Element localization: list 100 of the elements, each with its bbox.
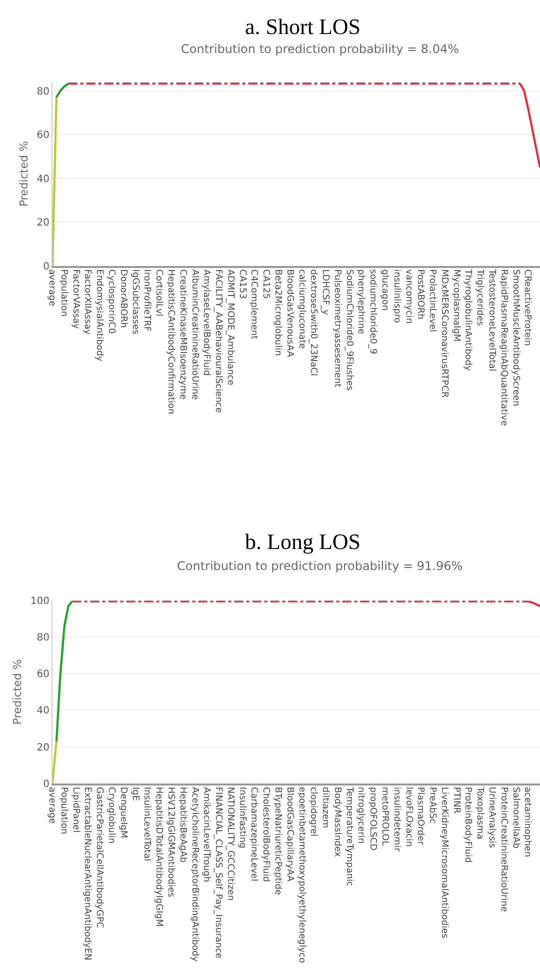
x-tick-label: CortisolLvl (154, 269, 164, 316)
chart-title: a. Short LOS (245, 14, 360, 39)
x-tick-label: LiverKidneyMicrosomalAntibodies (438, 786, 449, 939)
x-tick-label: TestosteroneLevelTotal (486, 268, 497, 372)
x-tick-label: ExtractableNuclearAntigenAntibodyEN (82, 786, 92, 960)
y-tick-label: 80 (36, 632, 50, 644)
x-tick-label: TemperatureTympanic (344, 786, 354, 887)
x-tick-label: HSV12IgGIGMAntibodies (165, 786, 176, 898)
y-tick-label: 20 (36, 218, 50, 229)
x-tick-label: Toxoplasma (474, 786, 485, 840)
x-tick-label: DonorABORh (118, 269, 128, 328)
x-tick-label: MDxMERSCoronavirusRTPCR (438, 269, 449, 398)
x-tick-label: CarbamazepineLevel (248, 786, 259, 882)
x-tick-label: glucagon (379, 269, 390, 311)
x-tick-label: UrineAnalysis (486, 786, 497, 848)
x-tick-label: CA125 (260, 269, 271, 299)
x-tick-label: epoetinbetamethoxypolyethyleneglyco (296, 786, 306, 964)
x-tick-label: AcetylcholineReceptorBindingAntibody (189, 786, 200, 962)
x-tick-label: Cryoglobulin (106, 786, 116, 844)
chart-title: b. Long LOS (245, 529, 360, 554)
x-tick-label: CholesterolBodyFluid (260, 786, 271, 882)
x-tick-label: sodiumchloride0_9 (368, 269, 378, 355)
y-tick-label: 0 (43, 778, 50, 790)
y-tick-label: 60 (36, 130, 50, 142)
x-tick-label: ProlactinLevel (427, 269, 438, 332)
x-tick-label: nitroglycerin (356, 786, 366, 844)
chart-subtitle: Contribution to prediction probability = 91.96% (177, 559, 463, 573)
x-tick-label: CyclosporinC0 (106, 269, 116, 334)
x-tick-label: HepatitisCAntibodyConfirmation (165, 269, 176, 414)
x-tick-label: FACILITY_AABehaviouralScience (213, 269, 224, 414)
x-tick-label: FactorVAssay (70, 269, 80, 330)
x-tick-label: diltiazem (320, 786, 330, 828)
x-tick-label: IgGSubclasses (130, 269, 140, 335)
y-tick-label: 80 (36, 86, 50, 98)
x-tick-label: LDHCSF_y (320, 269, 330, 316)
x-tick-label: calciumgluconate (296, 269, 306, 350)
y-tick-label: 60 (36, 669, 50, 680)
x-tick-label: propOFOLSCD (368, 786, 378, 851)
x-tick-label: metoPROLOL (379, 786, 390, 846)
x-tick-label: Population (58, 269, 68, 317)
x-tick-label: DengueIgM (118, 786, 128, 838)
x-tick-label: dextrose5with0_23NaCl (308, 269, 318, 376)
chart-subtitle: Contribution to prediction probability = 8.04% (181, 42, 460, 56)
line-series (55, 82, 70, 98)
y-tick-label: 40 (36, 174, 50, 185)
x-tick-label: IgE (130, 786, 140, 802)
x-tick-label: vancomycin (403, 269, 414, 324)
x-tick-label: PTINR (450, 786, 461, 814)
x-tick-label: SmoothMuscleAntibodyScreen (510, 269, 520, 406)
x-tick-label: HepatitisDTotalAntibodyIgGIgM (154, 786, 164, 927)
y-axis-title: Predicted % (17, 141, 30, 207)
x-tick-label: PlasmaOrder (415, 786, 426, 846)
x-tick-label: insulinlispro (391, 269, 402, 324)
x-tick-label: FactorXIIAssay (82, 269, 92, 336)
x-tick-label: SalmonellaAb (510, 786, 520, 849)
x-tick-label: AmylaseLevelBodyFluid (201, 269, 212, 376)
x-tick-label: BloodGasCapillaryAA (284, 786, 294, 882)
x-tick-label: RapidPlasmaReaginAbQuantitative (498, 269, 508, 426)
x-tick-label: AmikacinLevelTrough (201, 786, 212, 882)
y-axis-title: Predicted % (11, 659, 24, 725)
x-tick-label: phenylephrine (356, 269, 366, 335)
x-tick-label: LipidPanel (70, 786, 80, 833)
y-tick-label: 100 (30, 596, 50, 608)
y-tick-label: 40 (36, 706, 50, 717)
x-tick-label: CA153 (236, 269, 247, 299)
x-tick-label: CReactiveProtein (522, 269, 532, 346)
x-tick-label: HepatitisBeAgAb (177, 786, 188, 863)
x-tick-label: ADMIT_MODE_Ambulance (224, 269, 235, 386)
x-tick-label: BodyMassIndex (332, 786, 342, 858)
x-tick-label: InsulinFasting (236, 786, 247, 848)
x-tick-label: ThyroglobulinAntibody (462, 268, 473, 372)
y-tick-label: 20 (36, 742, 50, 754)
line-series (55, 600, 74, 742)
x-tick-label: Beta2Microglobulin (272, 269, 282, 356)
x-tick-label: Pulseoximetryassesement (332, 269, 342, 388)
x-tick-label: SodiumChloride0_9Flushes (344, 269, 354, 391)
x-tick-label: acetaminophen (522, 786, 532, 858)
x-tick-label: CreatineKinaseMBIsoenzyme (177, 269, 188, 400)
x-tick-label: ProteinBodyFluid (462, 786, 473, 863)
x-tick-label: ProteinCreatinineRatioUrine (498, 786, 508, 912)
x-tick-label: average (46, 786, 57, 824)
x-tick-label: Population (58, 786, 68, 834)
x-tick-label: BTypeNatriureticPeptide (272, 786, 282, 896)
y-tick-label: 0 (43, 261, 50, 272)
x-tick-label: average (46, 269, 57, 307)
x-tick-label: clopidogrel (308, 786, 318, 837)
x-tick-label: InsulinLevelTotal (142, 786, 152, 862)
x-tick-label: FINANCIAL_CLASS_Self_Pay_Insurance (213, 786, 224, 959)
x-tick-label: EndomysialAntibody (94, 269, 104, 362)
x-tick-label: NATIONALITY_GCCCitizen (224, 786, 235, 901)
x-tick-label: levoFLOxacin (403, 786, 414, 847)
x-tick-label: MycoplasmaIgM (450, 269, 461, 342)
x-tick-label: C4Complement (248, 269, 259, 340)
x-tick-label: AlbuminCreatinineRatioUrine (189, 269, 200, 400)
x-tick-label: GastricParietalCellAntibodyGPC (94, 786, 104, 928)
x-tick-label: Triglycerides (474, 268, 485, 326)
x-tick-label: BloodGasVenousAA (284, 269, 294, 358)
x-tick-label: PreAbSc (427, 786, 438, 824)
x-tick-label: PostABORh (415, 269, 426, 320)
x-tick-label: insulindetemir (391, 786, 402, 852)
